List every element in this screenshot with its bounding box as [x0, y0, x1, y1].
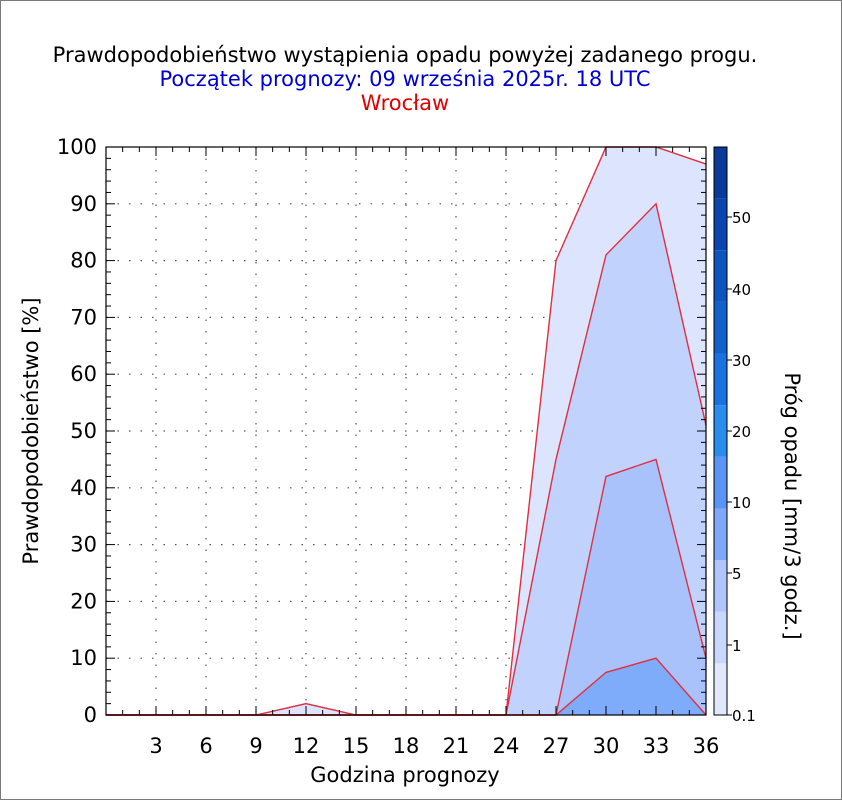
x-tick-label: 3 — [149, 734, 162, 758]
y-tick-label: 60 — [70, 362, 97, 386]
colorbar-segment — [714, 147, 727, 199]
x-tick-label: 9 — [249, 734, 262, 758]
y-tick-label: 70 — [70, 305, 97, 329]
colorbar-segment — [714, 353, 727, 406]
y-tick-label: 100 — [57, 135, 97, 159]
y-tick-label: 30 — [70, 533, 97, 557]
colorbar-tick-label: 30 — [732, 352, 751, 370]
y-tick-label: 50 — [70, 419, 97, 443]
x-tick-label: 18 — [393, 734, 420, 758]
y-tick-label: 0 — [84, 703, 97, 727]
colorbar-segment — [714, 198, 727, 251]
colorbar: 0.1 1 5 10 20 30 40 50 — [713, 146, 756, 725]
colorbar-segment — [714, 405, 727, 457]
chart-subtitle: Początek prognozy: 09 września 2025r. 18… — [159, 67, 650, 91]
x-tick-label: 33 — [643, 734, 670, 758]
colorbar-tick-label: 5 — [732, 565, 742, 583]
colorbar-tick-label: 1 — [732, 637, 742, 655]
x-tick-label: 36 — [693, 734, 720, 758]
colorbar-tick-label: 50 — [732, 209, 751, 227]
chart-location: Wrocław — [361, 91, 449, 115]
colorbar-segment — [714, 456, 727, 509]
area-series-10 — [106, 658, 706, 715]
colorbar-segment — [714, 663, 727, 715]
colorbar-segment — [714, 560, 727, 612]
y-tick-label: 40 — [70, 476, 97, 500]
x-tick-label: 6 — [199, 734, 212, 758]
colorbar-label: Próg opadu [mm/3 godz.] — [780, 372, 804, 639]
colorbar-segment — [714, 611, 727, 664]
x-axis-label: Godzina prognozy — [310, 763, 499, 787]
colorbar-tick-label: 20 — [732, 423, 751, 441]
y-tick-label: 90 — [70, 192, 97, 216]
area-series-1 — [106, 203, 706, 716]
colorbar-segment — [714, 508, 727, 561]
y-tick-label: 20 — [70, 589, 97, 613]
colorbar-tick-label: 10 — [732, 494, 751, 512]
y-tick-label: 80 — [70, 249, 97, 273]
colorbar-segment — [714, 301, 727, 354]
y-axis-label: Prawdopodobieństwo [%] — [19, 297, 43, 564]
x-tick-label: 30 — [593, 734, 620, 758]
y-tick-label: 10 — [70, 646, 97, 670]
colorbar-tick-label: 0.1 — [732, 707, 756, 725]
chart-title: Prawdopodobieństwo wystąpienia opadu pow… — [53, 43, 758, 67]
colorbar-segment — [714, 250, 727, 302]
x-tick-label: 21 — [443, 734, 470, 758]
x-tick-label: 27 — [543, 734, 570, 758]
x-tick-label: 12 — [293, 734, 320, 758]
colorbar-tick-label: 40 — [732, 281, 751, 299]
x-tick-label: 15 — [343, 734, 370, 758]
x-tick-label: 24 — [493, 734, 520, 758]
